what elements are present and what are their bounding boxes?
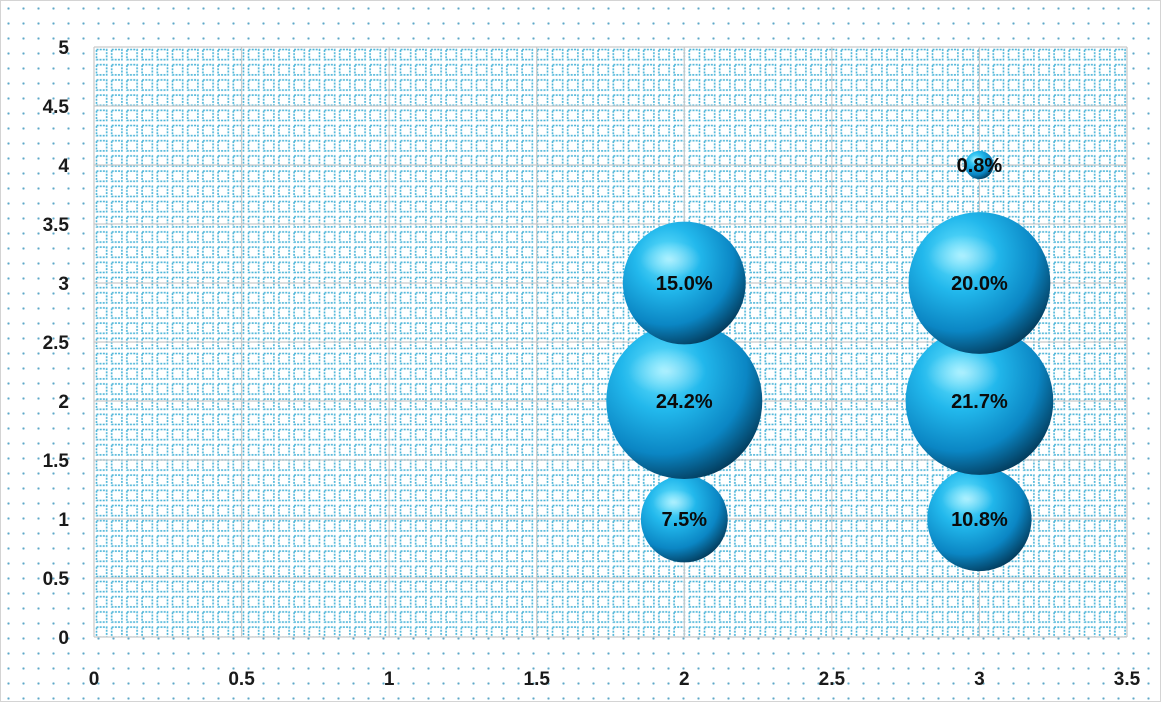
bubble-data-label: 24.2%: [656, 391, 713, 413]
x-axis-ticks: 0 0.5 1 1.5 2 2.5 3 3.5: [89, 669, 1141, 690]
y-tick-label: 4: [58, 156, 69, 177]
bubble-data-label: 0.8%: [957, 155, 1003, 177]
x-tick-label: 2: [679, 669, 690, 690]
bubble: 0.8%: [957, 150, 1003, 180]
x-tick-label: 0.5: [228, 669, 255, 690]
y-axis-ticks: 0 0.5 1 1.5 2 2.5 3 3.5 4 4.5 5: [43, 38, 70, 649]
bubble-highlight: [928, 234, 1000, 278]
bubble-series: 7.5% 24.2% 15.0% 10.8% 21.7% 20.0% 0.8%: [606, 150, 1054, 572]
x-tick-label: 3.5: [1114, 669, 1141, 690]
bubble: 15.0%: [622, 221, 746, 345]
x-tick-label: 1: [384, 669, 395, 690]
bubble: 10.8%: [927, 466, 1032, 572]
bubble-highlight: [941, 483, 995, 515]
y-tick-label: 3: [58, 274, 69, 295]
y-tick-label: 0: [58, 628, 69, 649]
bubble-data-label: 20.0%: [951, 273, 1008, 295]
y-tick-label: 2.5: [43, 333, 70, 354]
bubble: 21.7%: [905, 327, 1054, 475]
bubble: 20.0%: [908, 212, 1051, 354]
bubble-highlight: [926, 350, 1001, 396]
bubble-data-label: 21.7%: [951, 391, 1008, 413]
x-tick-label: 0: [89, 669, 100, 690]
bubble-data-label: 15.0%: [656, 273, 713, 295]
y-tick-label: 4.5: [43, 97, 70, 118]
y-tick-label: 3.5: [43, 215, 70, 236]
y-tick-label: 5: [58, 38, 69, 59]
x-tick-label: 3: [974, 669, 985, 690]
bubble-highlight: [653, 489, 697, 516]
y-tick-label: 1.5: [43, 451, 70, 472]
bubble: 7.5%: [640, 475, 728, 563]
y-tick-label: 1: [58, 510, 69, 531]
bubble-highlight: [969, 155, 984, 164]
y-tick-label: 0.5: [43, 569, 70, 590]
bubble: 24.2%: [606, 323, 763, 479]
bubble-data-label: 10.8%: [951, 509, 1008, 531]
bubble-highlight: [628, 347, 707, 395]
y-tick-label: 2: [58, 392, 69, 413]
bubble-data-label: 7.5%: [661, 509, 707, 531]
bubble-highlight: [640, 241, 702, 279]
x-tick-label: 2.5: [819, 669, 846, 690]
x-tick-label: 1.5: [524, 669, 551, 690]
